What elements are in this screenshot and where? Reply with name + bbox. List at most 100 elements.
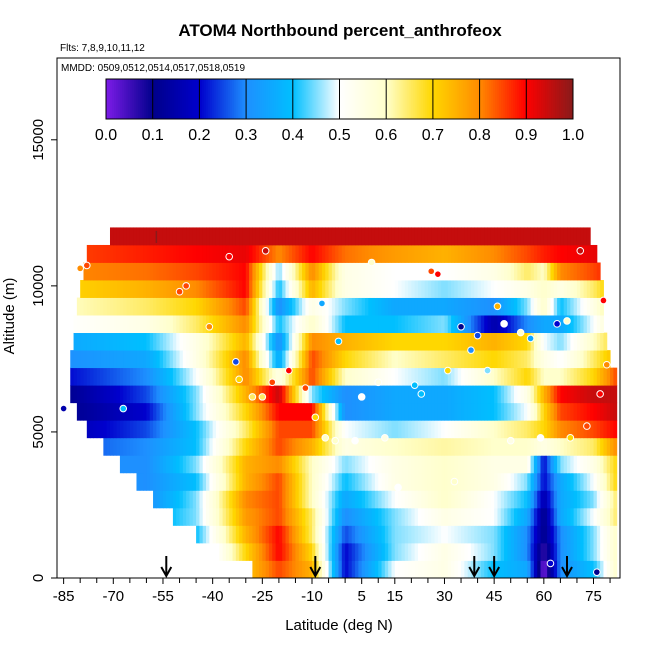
heatmap-cell (381, 490, 386, 509)
heatmap-cell (570, 367, 575, 386)
heatmap-cell (560, 420, 565, 439)
heatmap-cell (255, 472, 260, 491)
heatmap-cell (136, 227, 141, 246)
heatmap-cell (391, 437, 396, 456)
colorbar-swatch (463, 79, 466, 119)
heatmap-cell (278, 560, 283, 578)
heatmap-cell (133, 332, 137, 351)
heatmap-cell (470, 227, 475, 246)
heatmap-cell (593, 420, 598, 439)
heatmap-cell (421, 472, 426, 491)
heatmap-cell (123, 367, 128, 386)
heatmap-cell (490, 262, 495, 281)
heatmap-cell (368, 280, 373, 298)
heatmap-cell (610, 455, 614, 474)
heatmap-cell (583, 332, 588, 351)
heatmap-cell (249, 227, 253, 246)
heatmap-cell (341, 455, 346, 474)
heatmap-cell (186, 385, 190, 404)
heatmap-cell (408, 244, 412, 263)
heatmap-cell (603, 560, 608, 578)
heatmap-cell (504, 280, 508, 298)
heatmap-cell (550, 280, 555, 298)
heatmap-cell (537, 472, 542, 491)
heatmap-cell (252, 280, 257, 298)
heatmap-cell (600, 472, 604, 491)
heatmap-cell (563, 385, 568, 404)
heatmap-cell (192, 297, 197, 316)
heatmap-cell (331, 385, 336, 404)
heatmap-cell (149, 437, 154, 456)
heatmap-cell (500, 227, 505, 246)
heatmap-cell (282, 472, 287, 491)
heatmap-cell (454, 367, 459, 386)
heatmap-cell (328, 420, 333, 439)
heatmap-cell (358, 542, 363, 561)
heatmap-cell (282, 315, 287, 334)
chart-title: ATOM4 Northbound percent_anthrofeox (178, 21, 502, 40)
heatmap-cell (292, 437, 296, 456)
heatmap-cell (93, 402, 98, 421)
heatmap-cell (169, 490, 174, 509)
heatmap-cell (567, 437, 571, 456)
heatmap-cell (384, 297, 389, 316)
heatmap-cell (73, 315, 78, 334)
heatmap-cell (219, 280, 224, 298)
heatmap-cell (206, 227, 210, 246)
heatmap-cell (470, 542, 475, 561)
heatmap-cell (219, 507, 224, 526)
heatmap-cell (229, 455, 234, 474)
heatmap-cell (457, 420, 462, 439)
heatmap-cell (295, 560, 300, 578)
heatmap-cell (487, 297, 492, 316)
heatmap-cell (93, 262, 98, 281)
colorbar-swatch (253, 79, 257, 119)
heatmap-cell (441, 525, 445, 544)
heatmap-cell (100, 297, 104, 316)
heatmap-cell (361, 227, 366, 246)
observation-point (434, 270, 442, 278)
heatmap-cell (411, 297, 416, 316)
heatmap-cell (341, 542, 346, 561)
colorbar-swatch (375, 79, 378, 119)
heatmap-cell (262, 437, 267, 456)
heatmap-cell (149, 402, 154, 421)
heatmap-cell (90, 420, 94, 439)
heatmap-cell (215, 472, 220, 491)
heatmap-cell (371, 542, 376, 561)
heatmap-cell (305, 402, 310, 421)
heatmap-cell (259, 244, 263, 263)
heatmap-cell (371, 420, 376, 439)
heatmap-cell (262, 402, 267, 421)
colorbar-swatch (203, 79, 207, 119)
heatmap-cell (461, 542, 465, 561)
heatmap-cell (401, 560, 406, 578)
heatmap-cell (252, 472, 257, 491)
heatmap-cell (139, 367, 144, 386)
heatmap-cell (596, 367, 601, 386)
heatmap-cell (222, 350, 227, 369)
heatmap-cell (219, 542, 224, 561)
heatmap-cell (510, 490, 515, 509)
heatmap-cell (315, 420, 320, 439)
colorbar-swatch (495, 79, 498, 119)
heatmap-cell (580, 420, 585, 439)
heatmap-cell (348, 280, 353, 298)
heatmap-cell (547, 420, 551, 439)
heatmap-cell (434, 437, 439, 456)
heatmap-cell (500, 437, 505, 456)
heatmap-cell (424, 472, 429, 491)
arrow-head (488, 566, 501, 579)
heatmap-cell (384, 244, 389, 263)
heatmap-cell (272, 385, 277, 404)
heatmap-cell (262, 490, 267, 509)
heatmap-cell (586, 280, 591, 298)
heatmap-cell (421, 402, 426, 421)
observation-point (374, 378, 383, 387)
heatmap-cell (447, 315, 452, 334)
heatmap-cell (464, 560, 469, 578)
heatmap-cell (308, 315, 313, 334)
heatmap-cell (331, 262, 336, 281)
heatmap-cell (461, 262, 465, 281)
heatmap-cell (540, 525, 545, 544)
